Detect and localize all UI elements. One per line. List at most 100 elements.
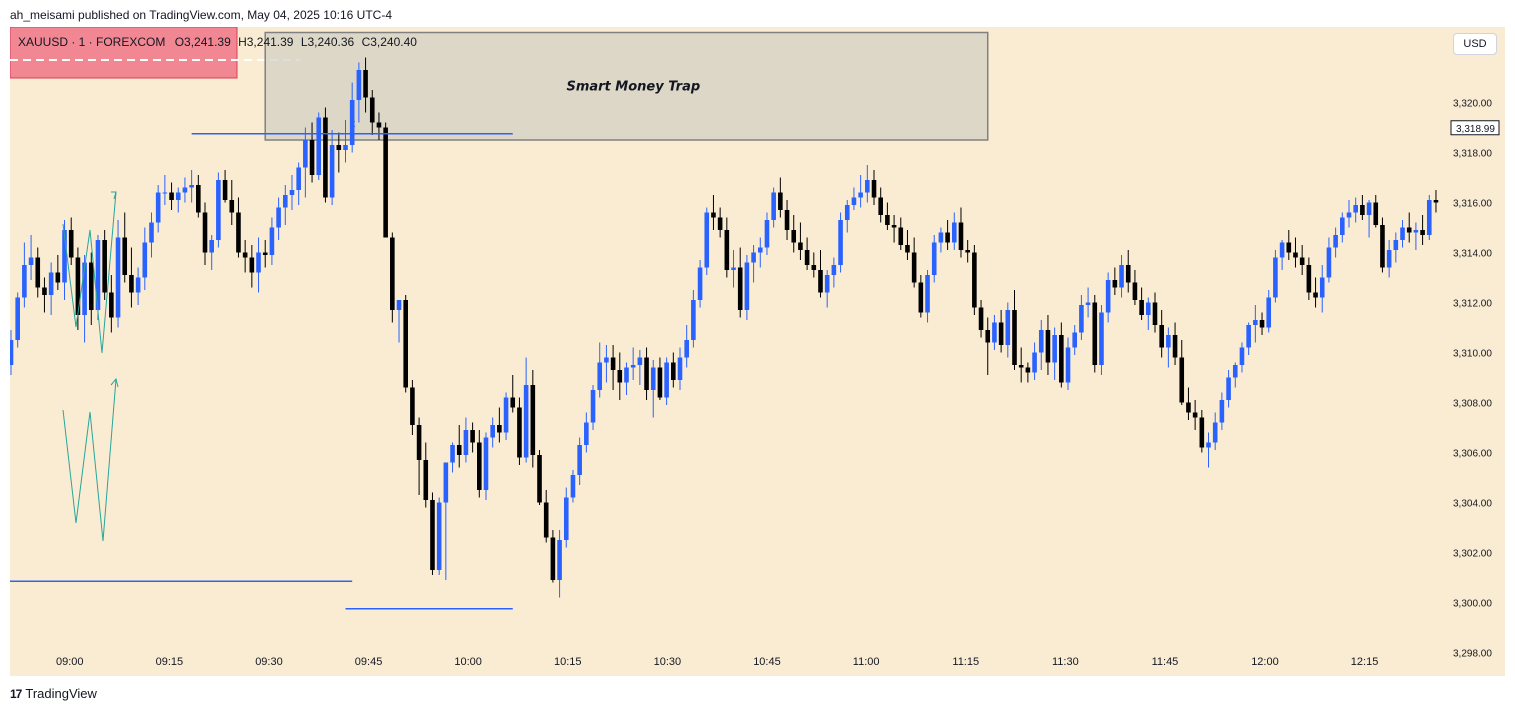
candle-body <box>798 242 803 250</box>
candle-body <box>1092 302 1098 365</box>
candle-body <box>918 282 924 313</box>
price-tick-label: 3,314.00 <box>1453 249 1492 260</box>
candle-body <box>570 475 576 498</box>
candle-body <box>684 340 689 358</box>
candle-body <box>363 70 368 98</box>
candle-body <box>209 240 214 253</box>
candle-body <box>216 180 221 240</box>
candle-body <box>858 192 863 198</box>
legend-open: O3,241.39 <box>174 35 231 49</box>
candle-body <box>155 192 161 223</box>
tradingview-footer: 17 TradingView <box>10 686 97 701</box>
candle-body <box>1152 302 1158 325</box>
candle-body <box>878 197 883 215</box>
candle-body <box>42 287 47 295</box>
candle-body <box>1373 202 1379 225</box>
candle-body <box>978 307 984 330</box>
candle-body <box>189 185 194 188</box>
candle-body <box>992 322 997 343</box>
candle-body <box>202 212 208 253</box>
candle-body <box>75 257 81 315</box>
current-price-box <box>1450 120 1500 136</box>
candle-body <box>931 242 937 275</box>
candle-body <box>129 275 134 293</box>
price-tick-label: 3,306.00 <box>1453 449 1492 460</box>
candle-body <box>1186 402 1191 413</box>
candle-body <box>523 385 529 458</box>
candle-body <box>463 430 469 455</box>
candle-body <box>1059 335 1064 383</box>
tradingview-brand[interactable]: TradingView <box>25 686 97 701</box>
candle-body <box>905 245 910 253</box>
candle-body <box>430 500 435 570</box>
candle-body <box>865 180 870 193</box>
candle-body <box>1386 250 1392 268</box>
chart-area[interactable]: Smart Money Trap x 3,320.00 3,318.00 3,316.0… <box>10 27 1505 676</box>
candle-body <box>811 265 817 270</box>
candle-body <box>557 540 562 580</box>
candle-body <box>771 192 776 220</box>
candle-body <box>62 230 67 283</box>
candle-body <box>871 180 877 198</box>
candle-body <box>1266 297 1272 328</box>
candle-body <box>717 217 723 230</box>
candle-body <box>109 292 114 318</box>
candle-body <box>262 252 268 255</box>
legend-close: C3,240.40 <box>361 35 417 49</box>
candle-body <box>791 230 797 243</box>
candle-body <box>851 197 857 205</box>
legend-low: L3,240.36 <box>300 35 355 49</box>
candle-body <box>751 252 756 263</box>
candle-body <box>356 70 362 100</box>
candle-body <box>711 212 716 218</box>
candle-body <box>630 365 636 368</box>
candle-body <box>1319 277 1325 298</box>
candle-body <box>436 502 442 570</box>
candle-body <box>1293 252 1298 258</box>
candle-body <box>1212 422 1218 443</box>
candle-body <box>998 322 1004 345</box>
currency-button[interactable]: USD <box>1453 33 1497 55</box>
candle-body <box>1119 265 1124 288</box>
candle-body <box>1333 235 1338 248</box>
candlestick-chart[interactable]: Smart Money Trap x 3,320.00 3,318.00 3,316.0… <box>10 27 1505 676</box>
candle-body <box>1206 442 1211 448</box>
candle-body <box>1239 347 1245 365</box>
candle-body <box>530 385 536 455</box>
candle-body <box>824 275 830 293</box>
candle-body <box>744 262 750 310</box>
candle-body <box>1326 247 1332 278</box>
zone-label: Smart Money Trap <box>566 80 700 95</box>
publish-header: ah_meisami published on TradingView.com,… <box>10 8 392 22</box>
candle-body <box>737 267 743 310</box>
candle-body <box>1426 200 1432 235</box>
candle-body <box>764 220 770 248</box>
candle-body <box>15 297 20 340</box>
candle-body <box>1072 332 1078 348</box>
candle-body <box>1340 217 1345 235</box>
candle-body <box>804 250 810 265</box>
candle-body <box>838 220 843 265</box>
candle-body <box>1253 320 1258 325</box>
candle-body <box>1032 352 1037 373</box>
candle-body <box>550 537 556 580</box>
candle-body <box>175 192 181 200</box>
candle-body <box>1065 347 1071 383</box>
legend-high: H3,241.39 <box>238 35 294 49</box>
candle-body <box>637 357 643 365</box>
smart-money-trap-zone <box>264 31 989 141</box>
candle-body <box>1105 280 1111 313</box>
time-tick-label: 11:00 <box>853 656 880 668</box>
time-tick-label: 12:00 <box>1251 656 1279 668</box>
candle-body <box>1045 330 1051 363</box>
candle-body <box>1179 357 1185 403</box>
candle-body <box>1125 265 1131 283</box>
w-pattern-lower <box>62 378 117 542</box>
candle-body <box>423 460 429 500</box>
w-pattern-upper <box>62 191 117 354</box>
candle-body <box>911 252 917 283</box>
candle-body <box>543 502 549 538</box>
candle-body <box>28 257 34 265</box>
legend-symbol[interactable]: XAUUSD · 1 · FOREXCOM <box>18 35 166 49</box>
candle-body <box>925 275 930 313</box>
